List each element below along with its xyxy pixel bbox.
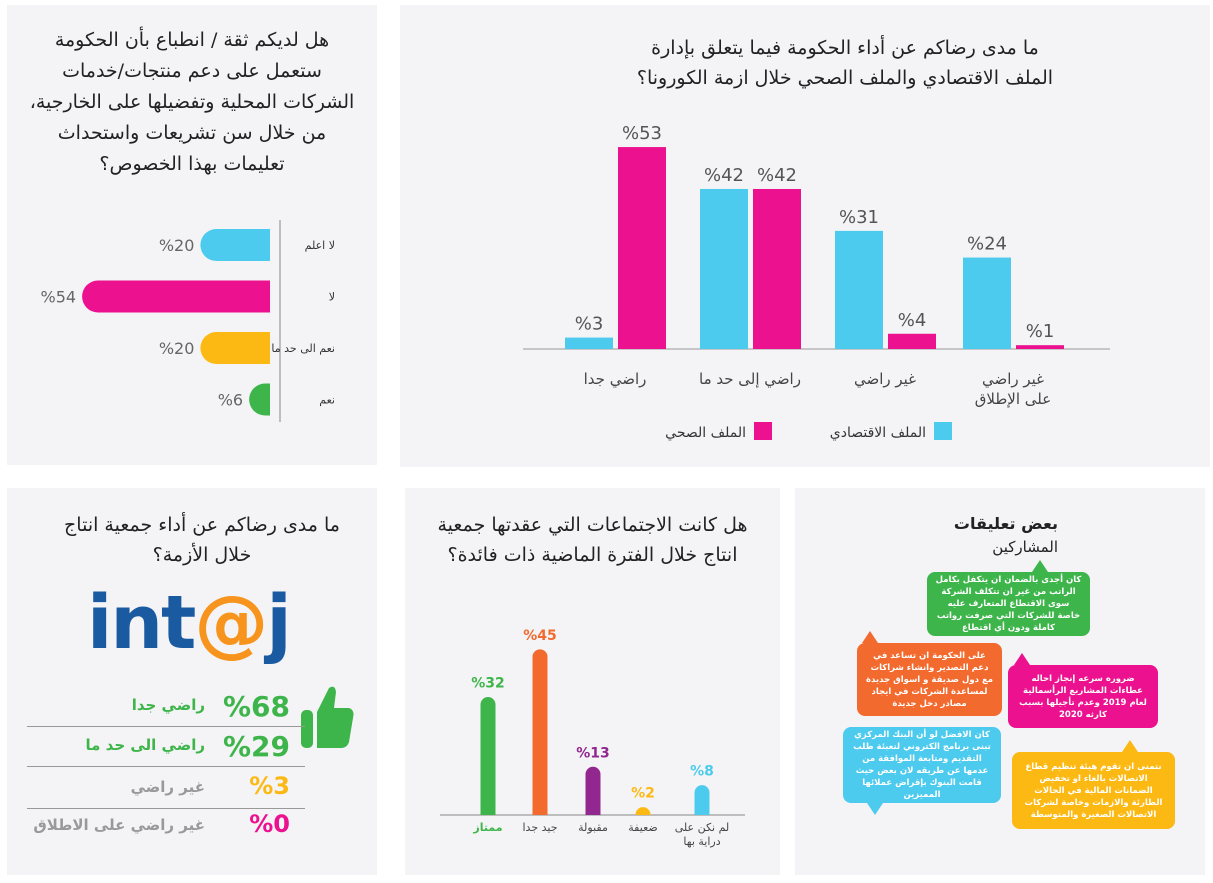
- data-label: %20: [159, 339, 195, 358]
- bar: [753, 188, 801, 349]
- bar: [480, 697, 496, 815]
- category-label: لا: [329, 291, 335, 304]
- bar: [82, 280, 270, 313]
- comments-subtitle: المشاركين: [992, 538, 1058, 556]
- rating-label: غير راضي: [130, 778, 205, 796]
- data-label: %24: [967, 234, 1007, 255]
- category-label: غير راضي: [982, 370, 1044, 389]
- bar: [635, 807, 651, 815]
- category-label: نعم: [319, 394, 335, 407]
- data-label: %13: [576, 745, 610, 761]
- category-label: جيد جدا: [522, 821, 557, 834]
- bar: [532, 649, 548, 815]
- data-label: %6: [218, 391, 243, 410]
- rating-label: راضي الى حد ما: [85, 736, 205, 754]
- legend-label: الملف الاقتصادي: [830, 425, 926, 441]
- category-label: راضي إلى حد ما: [699, 370, 801, 389]
- category-label: دراية بها: [683, 835, 720, 848]
- category-label: ممتاز: [472, 821, 502, 834]
- satisfaction-title: ما مدى رضاكم عن أداء الحكومة فيما يتعلق …: [636, 37, 1054, 89]
- category-label: نعم الى حد ما: [271, 342, 335, 355]
- data-label: %45: [523, 628, 557, 644]
- bubble-tail: [1122, 740, 1138, 752]
- data-label: %20: [159, 236, 195, 255]
- rating-row: %29 راضي الى حد ما: [27, 728, 305, 767]
- rating-row: %0 غير راضي على الاطلاق: [27, 808, 305, 846]
- bar: [888, 333, 936, 349]
- category-label: غير راضي: [854, 370, 916, 389]
- rating-row: %68 راضي جدا: [27, 688, 305, 727]
- category-label: لا اعلم: [305, 239, 335, 252]
- rating-label: غير راضي على الاطلاق: [33, 816, 205, 834]
- category-label: مقبولة: [578, 821, 608, 834]
- meetings-title: هل كانت الاجتماعات التي عقدتها جمعية انت…: [437, 514, 748, 566]
- legend-swatch: [754, 422, 772, 440]
- bar: [200, 332, 270, 364]
- intaj-panel: ما مدى رضاكم عن أداء جمعية انتاج خلال ال…: [7, 488, 377, 875]
- data-label: %32: [471, 676, 505, 692]
- rating-label: راضي جدا: [131, 696, 205, 714]
- satisfaction-panel: ما مدى رضاكم عن أداء الحكومة فيما يتعلق …: [400, 5, 1210, 467]
- rating-percent: %29: [222, 730, 290, 763]
- comment-bubble: نتمنى ان تقوم هيئة تنظيم قطاع الاتصالات …: [1012, 752, 1175, 829]
- category-label: ضعيفة: [628, 821, 657, 834]
- bubble-tail: [1032, 560, 1048, 572]
- bar: [618, 147, 666, 349]
- data-label: %2: [631, 786, 655, 802]
- bar: [249, 383, 270, 416]
- trust-panel: هل لديكم ثقة / انطباع بأن الحكومة ستعمل …: [7, 5, 377, 465]
- bubble-tail: [862, 631, 878, 643]
- bar: [200, 229, 270, 261]
- data-label: %54: [41, 288, 77, 307]
- legend-swatch: [934, 422, 952, 440]
- data-label: %31: [839, 207, 879, 228]
- data-label: %53: [622, 123, 662, 144]
- bar: [835, 230, 883, 349]
- thumbs-up-icon: [301, 686, 354, 748]
- comment-bubble: كان أجدى بالضمان ان يتكفل بكامل الراتب م…: [927, 572, 1090, 636]
- comments-title: بعض تعليقات: [953, 514, 1058, 533]
- legend-label: الملف الصحي: [665, 425, 746, 441]
- data-label: %42: [757, 165, 797, 186]
- rating-percent: %3: [249, 772, 290, 800]
- intaj-logo: int@j: [87, 580, 292, 666]
- bubble-tail: [1014, 653, 1030, 665]
- comment-bubble: على الحكومة ان تساعد في دعم التصدير وانش…: [857, 643, 1002, 716]
- data-label: %1: [1026, 321, 1055, 342]
- data-label: %3: [575, 314, 604, 335]
- rating-percent: %68: [222, 690, 290, 723]
- rating-row: %3 غير راضي: [27, 770, 305, 809]
- trust-title: هل لديكم ثقة / انطباع بأن الحكومة ستعمل …: [29, 29, 355, 175]
- category-label: لم نكن على: [675, 821, 730, 834]
- bar: [1016, 345, 1064, 349]
- bar: [700, 188, 748, 349]
- bubble-tail: [867, 803, 883, 815]
- category-label: على الإطلاق: [975, 390, 1051, 408]
- data-label: %8: [690, 764, 714, 780]
- bar: [694, 785, 710, 815]
- rating-percent: %0: [249, 810, 290, 838]
- intaj-title: ما مدى رضاكم عن أداء جمعية انتاج خلال ال…: [64, 514, 340, 566]
- data-label: %42: [704, 165, 744, 186]
- bar: [963, 257, 1011, 349]
- comment-bubble: كان الافضل لو أن البنك المركزي تبنى برنا…: [843, 727, 1001, 803]
- comment-bubble: ضروره سرعه إنجاز احاله عطاءات المشاريع ا…: [1008, 665, 1158, 728]
- bar: [565, 337, 613, 349]
- category-label: راضي جدا: [584, 370, 647, 389]
- bar: [585, 766, 601, 815]
- data-label: %4: [898, 310, 927, 331]
